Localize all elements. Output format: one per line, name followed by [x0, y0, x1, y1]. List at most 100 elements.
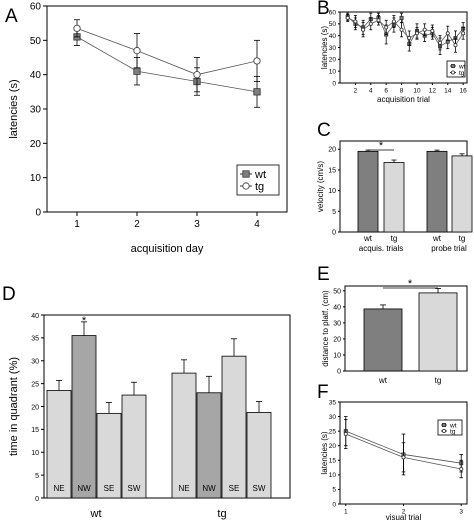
panel-f-ytick-label: 20 — [329, 443, 337, 450]
panel-d-ytick-label: 0 — [35, 496, 39, 503]
panel-b-xlabel: acquisition trial — [377, 95, 430, 104]
panel-e-category-label: wt — [378, 376, 388, 385]
panel-f-ytick-label: 15 — [329, 458, 337, 465]
panel-b-xtick-label: 2 — [354, 88, 358, 95]
panel-f-ylabel: latencies (s) — [320, 431, 329, 474]
panel-e-ylabel: distance to platf. (cm) — [321, 290, 330, 367]
panel-b-ytick-label: 10 — [329, 68, 337, 75]
panel-letter-c: C — [317, 120, 331, 141]
panel-b-tg-point — [376, 18, 381, 23]
panel-a-tg-point — [193, 71, 201, 79]
panel-d-group-label: wt — [90, 508, 102, 520]
panel-b-tg-point — [461, 31, 466, 36]
panel-b-tg-point — [391, 19, 396, 24]
panel-b-tg-point — [438, 40, 443, 45]
panel-f-xtick-label: 3 — [459, 509, 463, 516]
panel-a-ylabel: latencies (s) — [8, 79, 20, 138]
panel-d-bar-0 — [46, 390, 72, 499]
panel-d-quadrant-label: SW — [253, 484, 266, 493]
panel-b-ytick-label: 60 — [329, 9, 337, 16]
panel-d-bar-6 — [221, 355, 247, 499]
panel-d-bar-1 — [71, 335, 97, 499]
panel-b-xtick-label: 4 — [369, 88, 373, 95]
panel-d-significance-star: * — [82, 315, 87, 327]
panel-f-legend-marker — [441, 428, 446, 433]
panel-b-legend-label: tg — [459, 70, 465, 77]
panel-a-xtick-label: 1 — [74, 219, 80, 230]
panel-c-ytick-label: 15 — [328, 167, 336, 174]
panel-d-ytick-label: 15 — [31, 427, 39, 434]
panel-d-ytick-label: 20 — [31, 404, 39, 411]
panel-c-ylabel: velocity (cm/s) — [316, 161, 325, 212]
panel-c-category-label: wt — [363, 234, 373, 243]
panel-f-legend-label: tg — [450, 428, 456, 435]
panel-a-wt-point — [253, 88, 261, 96]
panel-a-ytick-label: 40 — [30, 70, 42, 81]
panel-d-quadrant-label: SE — [229, 484, 240, 493]
panel-a-xtick-label: 3 — [194, 219, 200, 230]
panel-b-tg-point — [384, 25, 389, 30]
panel-b-ytick-label: 50 — [329, 21, 337, 28]
panel-a-series-wt-line — [76, 36, 258, 93]
panel-f-ytick-label: 5 — [332, 487, 336, 494]
panel-b-xtick-label: 10 — [413, 88, 421, 95]
panel-e-ytick-label: 10 — [333, 352, 341, 359]
panel-f-ytick-label: 10 — [329, 472, 337, 479]
panel-b-tg-point — [399, 27, 404, 32]
panel-c-bar-2 — [426, 150, 448, 233]
panel-c-bar-1 — [383, 162, 405, 233]
panel-b-xtick-label: 6 — [384, 88, 388, 95]
panel-b-legend-label: wt — [458, 63, 466, 70]
panel-d-bar-5 — [196, 392, 222, 499]
panel-d-bar-3 — [121, 394, 147, 499]
panel-c-group-label: probe trial — [431, 244, 467, 253]
panel-a-legend-marker — [242, 182, 250, 190]
panel-d-ytick-label: 10 — [31, 450, 39, 457]
panel-c-ytick-label: 5 — [332, 209, 336, 216]
panel-d-quadrant-label: NE — [53, 484, 64, 493]
panel-b-xtick-label: 12 — [429, 88, 437, 95]
panel-b-tg-point — [368, 21, 373, 26]
panel-a-xlabel: acquisition day — [131, 243, 204, 255]
panel-letter-a: A — [5, 6, 18, 27]
panel-e-bar-0 — [363, 308, 403, 372]
panel-e-bar-1 — [418, 292, 458, 372]
panel-a-legend-label: tg — [255, 181, 264, 193]
panel-b-tg-point — [361, 27, 366, 32]
panel-letter-b: B — [317, 0, 330, 19]
panel-e-category-label: tg — [435, 376, 442, 385]
panel-b-wt-point — [399, 15, 404, 20]
panel-b-tg-point — [345, 15, 350, 20]
panel-d-ytick-label: 35 — [31, 336, 39, 343]
panel-letter-f: F — [317, 382, 329, 403]
panel-e-ytick-label: 40 — [333, 304, 341, 311]
panel-d-bar-4 — [171, 372, 197, 499]
panel-b-tg-point — [430, 28, 435, 33]
panel-b-series-tg-line — [347, 17, 464, 46]
panel-b-tg-point — [445, 31, 450, 36]
panel-a-ytick-label: 30 — [30, 105, 42, 116]
panel-c-ytick-label: 0 — [332, 229, 336, 236]
panel-d-ytick-label: 30 — [31, 359, 39, 366]
panel-b-xtick-label: 16 — [460, 88, 468, 95]
panel-f-xtick-label: 1 — [344, 509, 348, 516]
panel-b-xtick-label: 8 — [400, 88, 404, 95]
panel-d-quadrant-label: NW — [77, 484, 91, 493]
panel-d-quadrant-label: NW — [202, 484, 216, 493]
panel-d-bar-7 — [246, 412, 272, 499]
panel-b-ylabel: latencies (s) — [320, 26, 329, 69]
panel-letter-e: E — [317, 264, 330, 285]
panel-e-ytick-label: 20 — [333, 336, 341, 343]
panel-b-tg-point — [414, 31, 419, 36]
panel-b-tg-point — [422, 27, 427, 32]
panel-d-ytick-label: 40 — [31, 313, 39, 320]
panel-a-legend-label: wt — [254, 169, 266, 181]
panel-f-tg-point — [401, 455, 406, 460]
panel-f-ytick-label: 0 — [332, 501, 336, 508]
panel-d-ytick-label: 25 — [31, 381, 39, 388]
panel-f-ytick-label: 35 — [329, 399, 337, 406]
panel-b-legend-marker — [450, 64, 455, 69]
panel-b-ytick-label: 0 — [332, 80, 336, 87]
panel-d-bar-2 — [96, 412, 122, 499]
